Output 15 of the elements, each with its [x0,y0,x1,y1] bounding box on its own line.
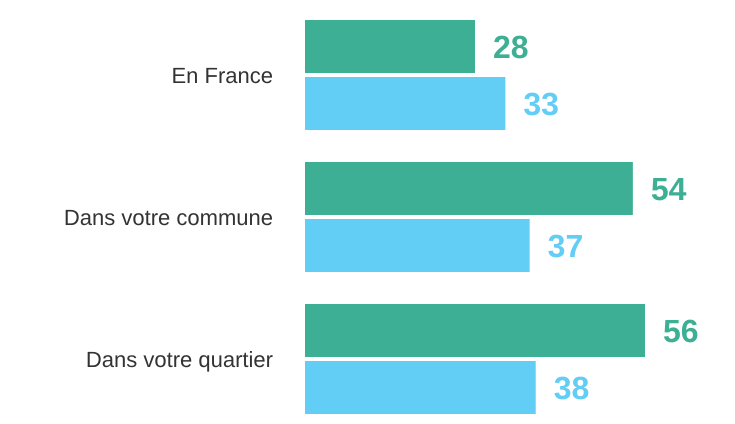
y-tick-label: Dans votre commune [64,204,273,230]
data-label: 54 [650,170,687,207]
data-label: 33 [523,86,559,122]
data-label: 28 [493,28,529,65]
bar [305,304,645,357]
y-tick-label: Dans votre quartier [86,346,273,372]
bar [305,162,633,215]
data-label: 56 [663,312,699,349]
bar [305,20,475,73]
bar [305,219,530,272]
y-tick-label: En France [172,62,273,88]
bar [305,361,536,414]
bar [305,77,506,130]
data-label: 37 [548,228,584,264]
data-label: 38 [554,370,590,406]
